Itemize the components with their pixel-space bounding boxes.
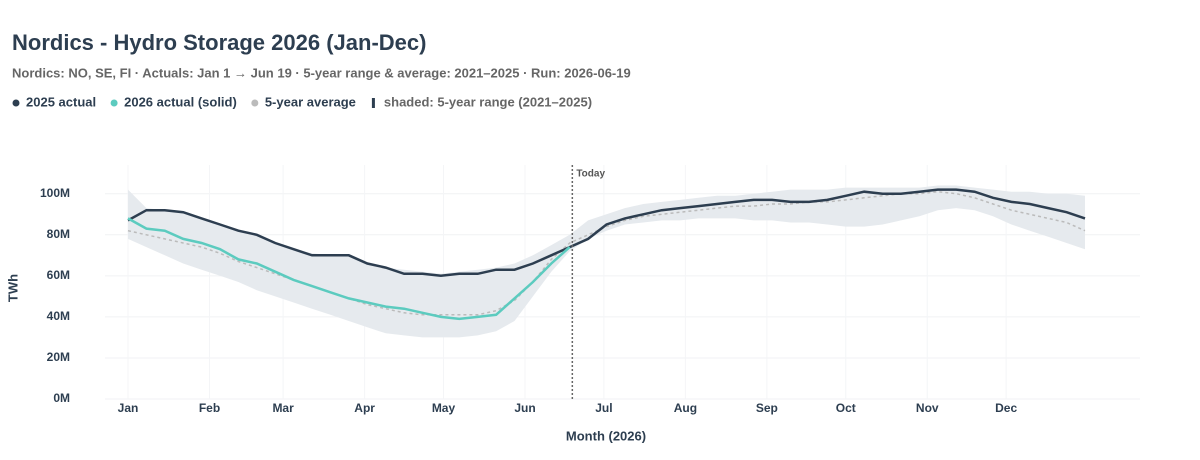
x-tick-label: Oct: [836, 401, 856, 415]
y-axis-label: TWh: [5, 274, 20, 302]
legend-marker: [12, 99, 20, 107]
y-tick-label: 40M: [47, 309, 70, 323]
legend-label: 2026 actual (solid): [124, 94, 237, 109]
x-tick-label: Feb: [199, 401, 220, 415]
x-tick-label: Jul: [595, 401, 612, 415]
x-tick-label: Dec: [995, 401, 1017, 415]
today-label: Today: [576, 169, 605, 180]
x-tick-label: May: [432, 401, 456, 415]
series-line: [127, 190, 1086, 316]
y-tick-label: 20M: [47, 350, 70, 364]
x-axis-label: Month (2026): [566, 428, 646, 443]
legend-label: 5-year average: [265, 94, 356, 109]
y-tick-label: 80M: [47, 227, 70, 241]
x-tick-label: Apr: [354, 401, 375, 415]
x-tick-label: Jun: [514, 401, 535, 415]
chart-subtitle: Nordics: NO, SE, FI · Actuals: Jan 1 → J…: [12, 65, 631, 80]
y-tick-label: 0M: [53, 391, 70, 405]
legend-label: shaded: 5-year range (2021–2025): [384, 94, 592, 109]
x-tick-label: Aug: [674, 401, 697, 415]
x-tick-label: Sep: [756, 401, 778, 415]
series-line: [127, 217, 571, 321]
x-tick-label: Mar: [272, 401, 294, 415]
x-tick-label: Nov: [916, 401, 939, 415]
y-tick-label: 100M: [40, 186, 70, 200]
x-tick-label: Jan: [118, 401, 139, 415]
legend-marker: [251, 99, 259, 107]
legend-label: 2025 actual: [26, 94, 96, 109]
range-band: [128, 185, 1085, 338]
legend-marker: [371, 98, 375, 108]
legend-marker: [110, 99, 118, 107]
y-tick-label: 60M: [47, 268, 70, 282]
chart-title: Nordics - Hydro Storage 2026 (Jan-Dec): [12, 30, 426, 55]
series-line: [127, 188, 1086, 278]
